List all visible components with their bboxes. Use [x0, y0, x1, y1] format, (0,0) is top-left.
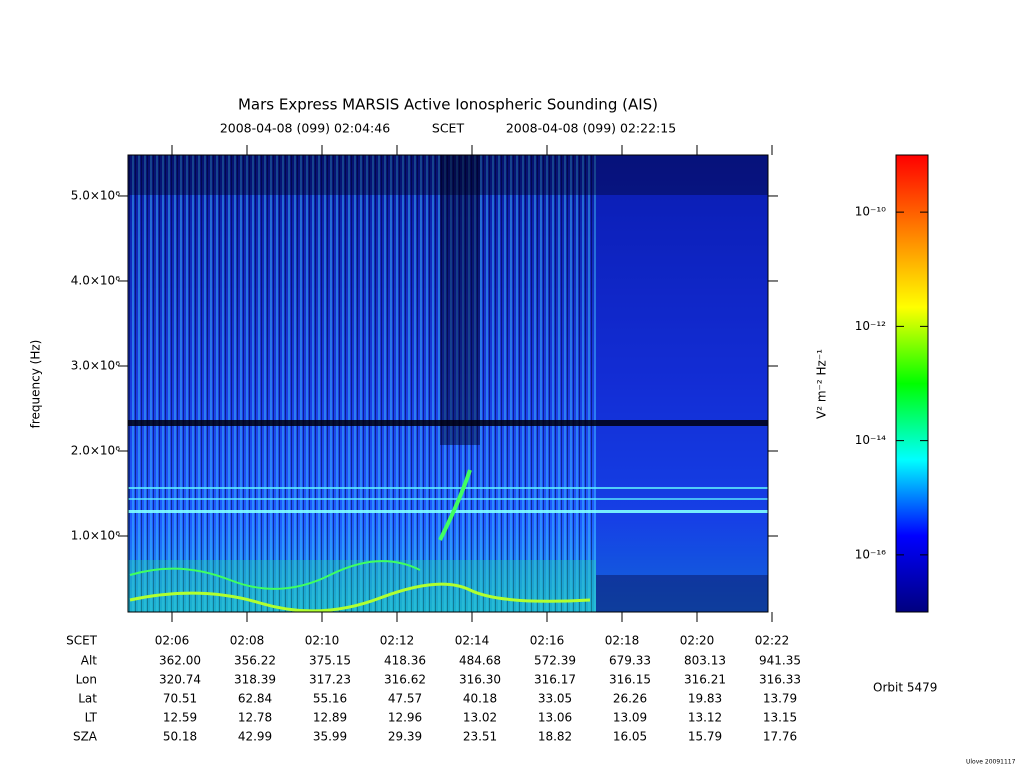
table-cell: 50.18: [163, 730, 197, 744]
table-cell: 42.99: [238, 730, 272, 744]
x-tick-label: 02:06: [155, 634, 190, 648]
x-tick-label: 02:20: [680, 634, 715, 648]
y-tick-label: 2.0×10⁶: [71, 443, 120, 457]
table-cell: 12.89: [313, 711, 347, 725]
table-cell: 13.79: [763, 692, 797, 706]
x-tick-label: 02:08: [230, 634, 265, 648]
row-label: SCET: [66, 634, 98, 648]
x-tick-label: 02:10: [305, 634, 340, 648]
row-label: Lat: [78, 692, 97, 706]
table-cell: 572.39: [534, 654, 576, 668]
x-tick-label: 02:18: [605, 634, 640, 648]
table-cell: 16.05: [613, 730, 647, 744]
table-cell: 26.26: [613, 692, 647, 706]
subtitle-start: 2008-04-08 (099) 02:04:46: [220, 121, 390, 136]
table-cell: 13.02: [463, 711, 497, 725]
x-tick-label: 02:16: [530, 634, 565, 648]
table-cell: 316.17: [534, 673, 576, 687]
subtitle-end: 2008-04-08 (099) 02:22:15: [506, 121, 676, 136]
y-tick-label: 3.0×10⁶: [71, 358, 120, 372]
x-tick-label: 02:14: [455, 634, 490, 648]
table-cell: 320.74: [159, 673, 201, 687]
y-axis-label: frequency (Hz): [29, 340, 43, 429]
colorbar-tick-label: 10⁻¹⁴: [855, 433, 886, 447]
table-cell: 13.15: [763, 711, 797, 725]
orbit-label: Orbit 5479: [873, 681, 937, 695]
table-cell: 362.00: [159, 654, 201, 668]
table-cell: 316.30: [459, 673, 501, 687]
credit: Ulove 20091117: [966, 759, 1016, 766]
colorbar-tick-label: 10⁻¹⁶: [855, 547, 886, 561]
table-cell: 316.15: [609, 673, 651, 687]
table-cell: 12.78: [238, 711, 272, 725]
subtitle-frame: SCET: [432, 121, 465, 136]
table-cell: 13.06: [538, 711, 572, 725]
colorbar-tick-label: 10⁻¹⁰: [855, 205, 886, 219]
row-label: SZA: [73, 730, 98, 744]
row-label: Lon: [76, 673, 97, 687]
table-cell: 13.12: [688, 711, 722, 725]
table-cell: 40.18: [463, 692, 497, 706]
table-cell: 33.05: [538, 692, 572, 706]
table-cell: 35.99: [313, 730, 347, 744]
table-cell: 55.16: [313, 692, 347, 706]
colorbar-label: V² m⁻² Hz⁻¹: [815, 349, 829, 419]
colorbar: [895, 154, 929, 613]
table-cell: 13.09: [613, 711, 647, 725]
table-cell: 317.23: [309, 673, 351, 687]
x-tick-label: 02:12: [380, 634, 415, 648]
row-label: LT: [85, 711, 98, 725]
table-cell: 12.59: [163, 711, 197, 725]
table-cell: 356.22: [234, 654, 276, 668]
table-cell: 18.82: [538, 730, 572, 744]
table-cell: 316.33: [759, 673, 801, 687]
table-cell: 12.96: [388, 711, 422, 725]
table-cell: 941.35: [759, 654, 801, 668]
y-tick-label: 1.0×10⁶: [71, 529, 120, 543]
table-cell: 19.83: [688, 692, 722, 706]
y-tick-label: 4.0×10⁶: [71, 273, 120, 287]
chart-title: Mars Express MARSIS Active Ionospheric S…: [238, 96, 658, 114]
table-cell: 17.76: [763, 730, 797, 744]
table-cell: 70.51: [163, 692, 197, 706]
table-cell: 484.68: [459, 654, 501, 668]
table-cell: 679.33: [609, 654, 651, 668]
table-cell: 15.79: [688, 730, 722, 744]
table-cell: 29.39: [388, 730, 422, 744]
spectrogram: [127, 154, 769, 613]
row-label: Alt: [81, 654, 98, 668]
table-cell: 803.13: [684, 654, 726, 668]
y-tick-label: 5.0×10⁶: [71, 188, 120, 202]
table-cell: 316.62: [384, 673, 426, 687]
table-cell: 318.39: [234, 673, 276, 687]
table-cell: 23.51: [463, 730, 497, 744]
table-cell: 316.21: [684, 673, 726, 687]
table-cell: 418.36: [384, 654, 426, 668]
table-cell: 62.84: [238, 692, 272, 706]
colorbar-tick-label: 10⁻¹²: [855, 319, 886, 333]
table-cell: 375.15: [309, 654, 351, 668]
x-tick-label: 02:22: [755, 634, 790, 648]
table-cell: 47.57: [388, 692, 422, 706]
